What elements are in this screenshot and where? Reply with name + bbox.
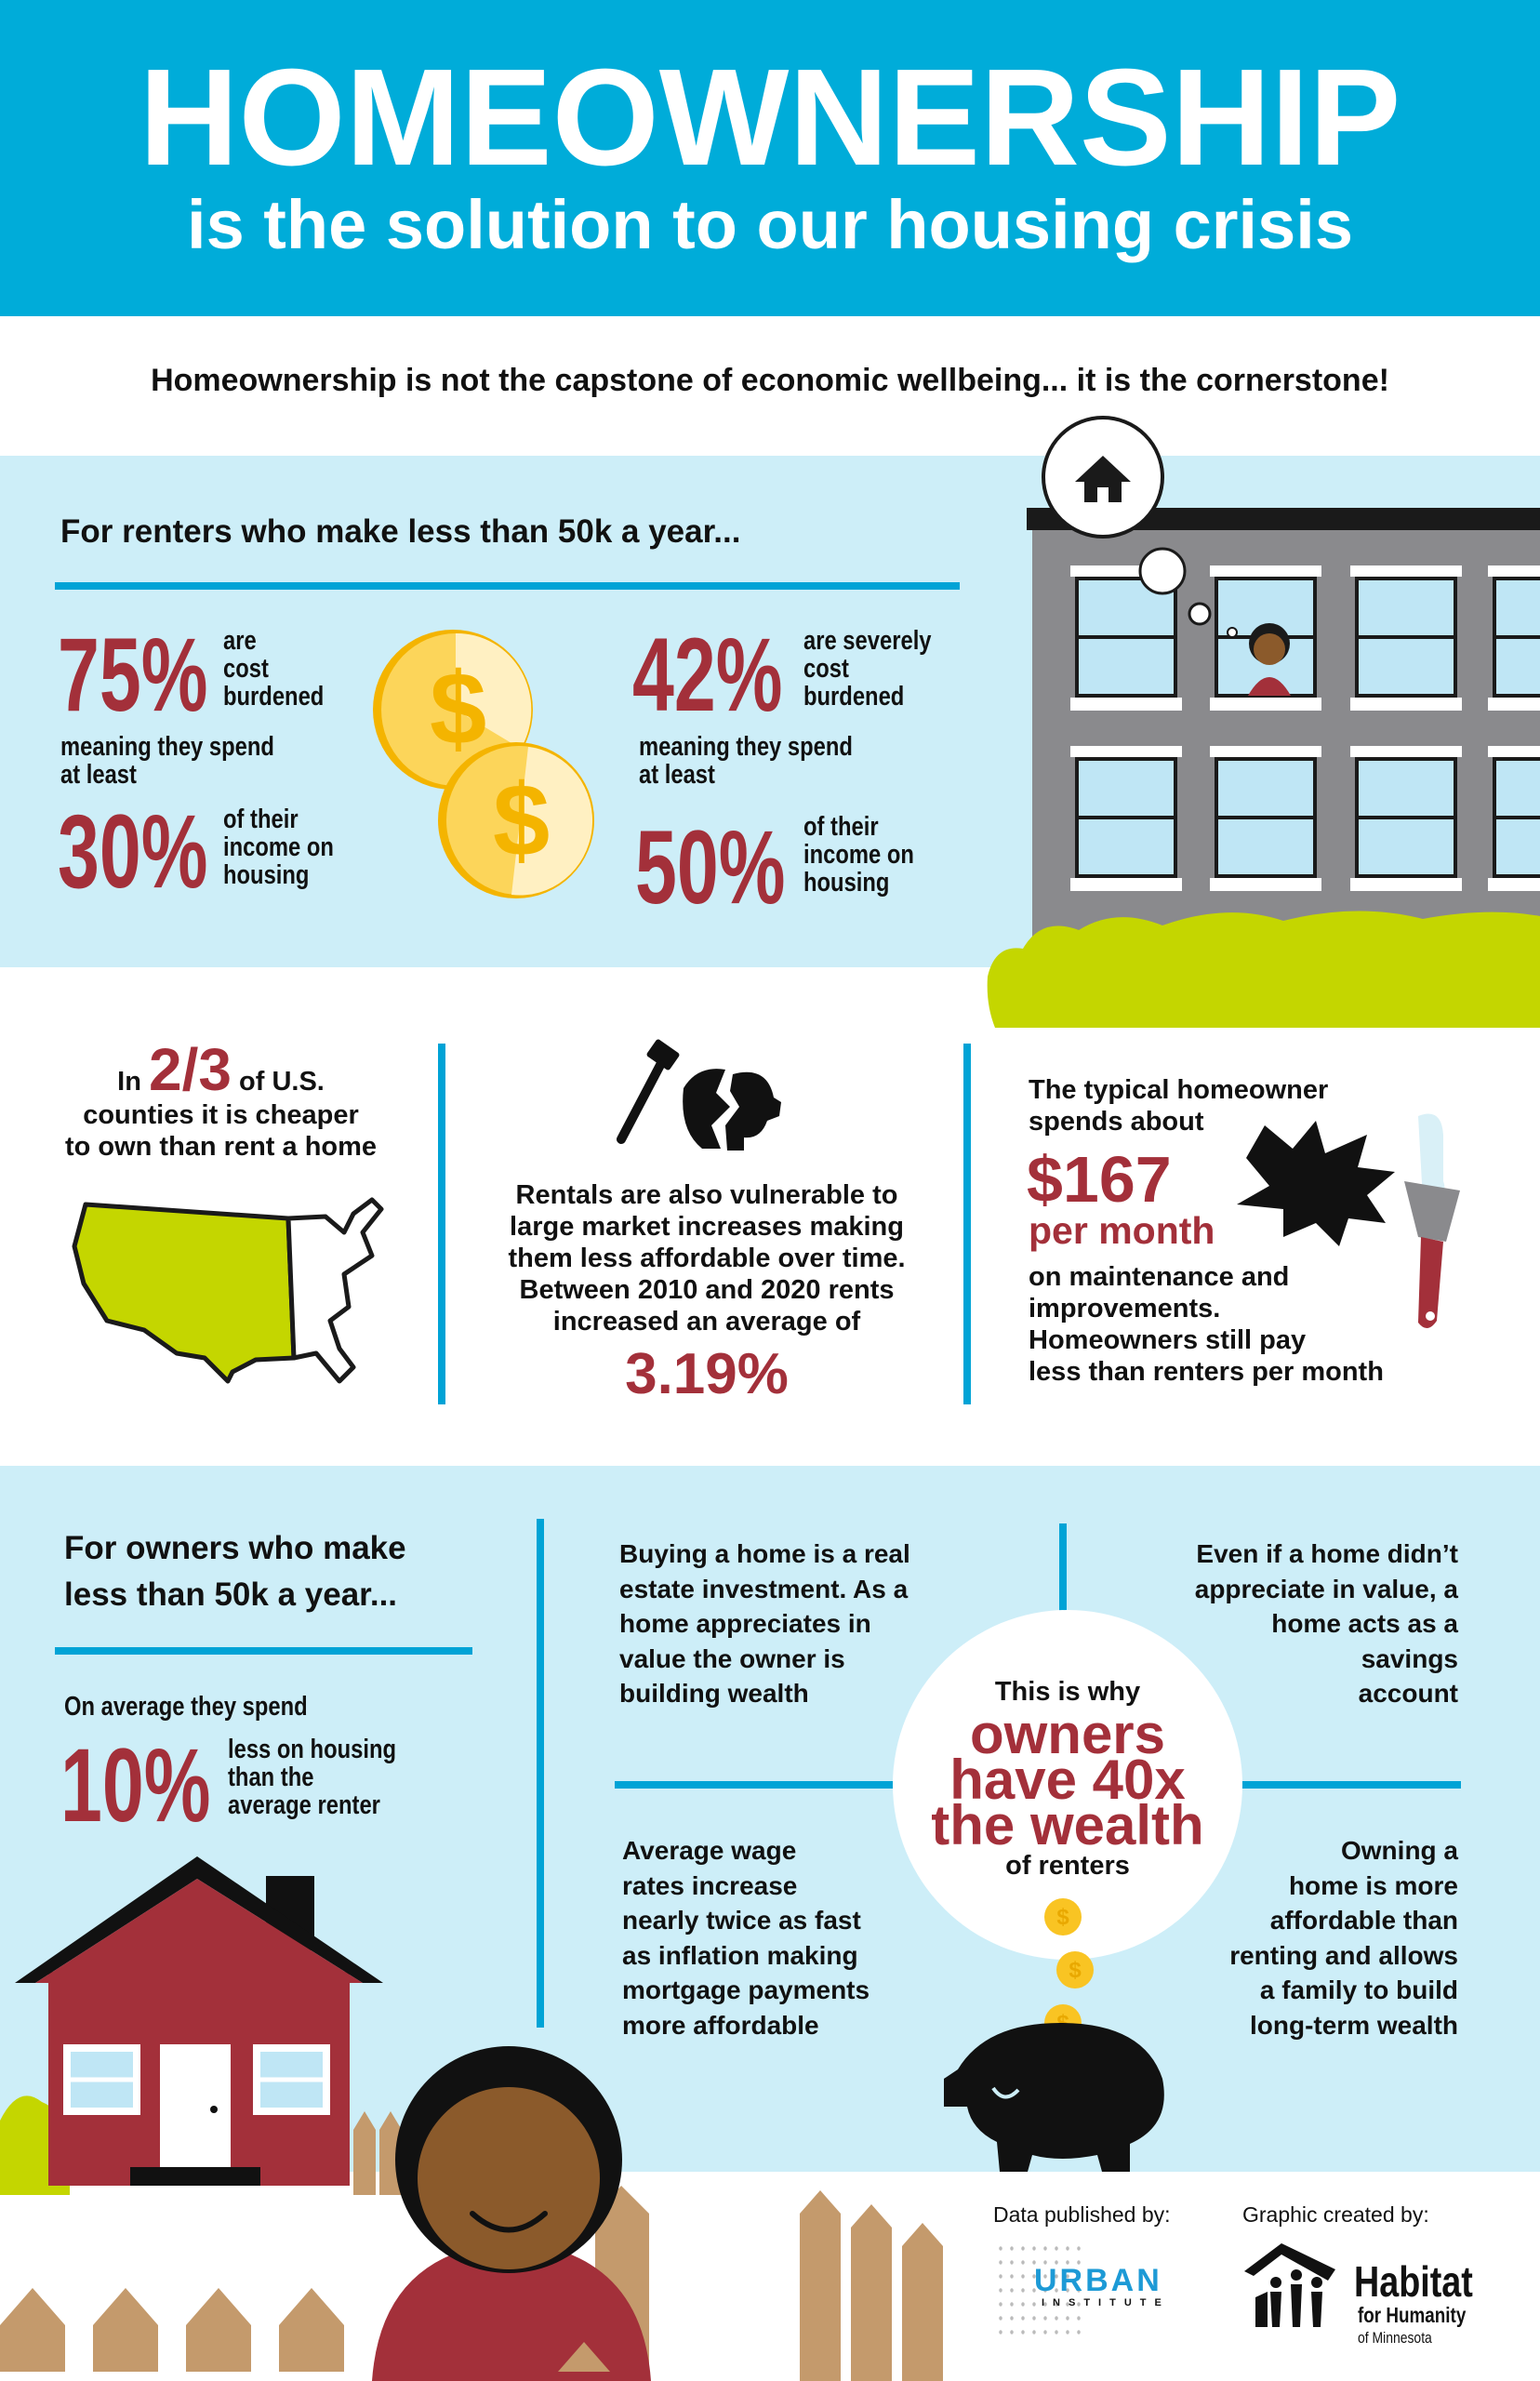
fence-illustration [800,2190,943,2381]
cheaper-stat: In 2/3 of U.S. counties it is cheaper to… [64,1036,378,1162]
wages-text: Average wage rates increase nearly twice a… [622,1836,870,2040]
svg-text:$: $ [1056,1905,1069,1930]
renters-heading: For renters who make less than 50k a yea… [60,513,741,550]
stat-10-desc: less on housing than the average renter [228,1735,397,1820]
investment-text: Buying a home is a real estate investment… [619,1539,910,1708]
maintenance-unit: per month [1029,1209,1215,1252]
habitat-logo-icon [1244,2243,1335,2327]
stat-75-middle: meaning they spend at least [60,732,274,790]
stat-30: 30% [58,793,208,910]
stat-50-desc: of their income on housing [803,812,914,898]
divider [615,1781,903,1789]
stat-50: 50% [635,809,786,925]
svg-text:$: $ [1069,1958,1082,1983]
svg-text:$: $ [430,652,486,766]
humanity-logo: for Humanity [1358,2303,1467,2327]
apartment-building-illustration [987,416,1540,1028]
stat-30-desc: of their income on housing [223,805,334,890]
coins-icon: $ $ [373,630,594,898]
stat-42-desc: are severely cost burdened [803,626,932,712]
stat-10: 10% [60,1727,211,1843]
institute-logo: INSTITUTE [1042,2297,1170,2308]
owners-heading: For owners who make less than 50k a year.… [64,1530,406,1613]
svg-text:$: $ [493,764,550,878]
graphic-created-label: Graphic created by: [1242,2202,1429,2227]
stat-42-middle: meaning they spend at least [639,732,853,790]
piggy-bank-coins-icon: $ $ $ [944,1898,1164,2172]
data-published-label: Data published by: [993,2202,1171,2227]
wealth-statement: This is why owners have 40x the wealth o… [931,1677,1204,1881]
urban-logo: URBAN [1034,2263,1162,2298]
column-divider [438,1044,445,1404]
divider [55,1647,472,1655]
stat-42: 42% [632,617,783,733]
habitat-logo: Habitat [1354,2257,1473,2306]
header-banner [0,0,1540,316]
maintenance-text: on maintenance and improvements. Homeowner… [1029,1262,1384,1387]
column-divider [963,1044,971,1404]
owners-intro: On average they spend [64,1692,308,1722]
maintenance-amount: $167 [1027,1143,1172,1216]
divider [1059,1523,1067,1622]
rent-increase-value: 3.19% [625,1342,789,1406]
affordable-text: Owning a home is more affordable than renti… [1229,1836,1458,2040]
house-person-illustration [0,1856,651,2381]
divider [1228,1781,1461,1789]
stat-75: 75% [58,617,208,733]
rentals-text: Rentals are also vulnerable to large mark… [508,1180,906,1337]
urban-dots [995,2241,1088,2344]
main-title: HOMEOWNERSHIP [139,41,1401,194]
tagline: Homeownership is not the capstone of eco… [151,363,1389,398]
hammer-piggy-bank-icon [617,1039,781,1151]
column-divider [537,1519,544,2028]
stat-75-desc: are cost burdened [223,626,325,712]
wall-hole-paintbrush-icon [1237,1113,1460,1329]
savings-text: Even if a home didn’t appreciate in value… [1194,1539,1458,1708]
divider [55,582,960,590]
subtitle: is the solution to our housing crisis [187,186,1353,263]
maintenance-intro: The typical homeowner spends about [1029,1075,1329,1137]
us-map-icon [72,1197,384,1384]
minnesota-logo: of Minnesota [1358,2329,1432,2347]
